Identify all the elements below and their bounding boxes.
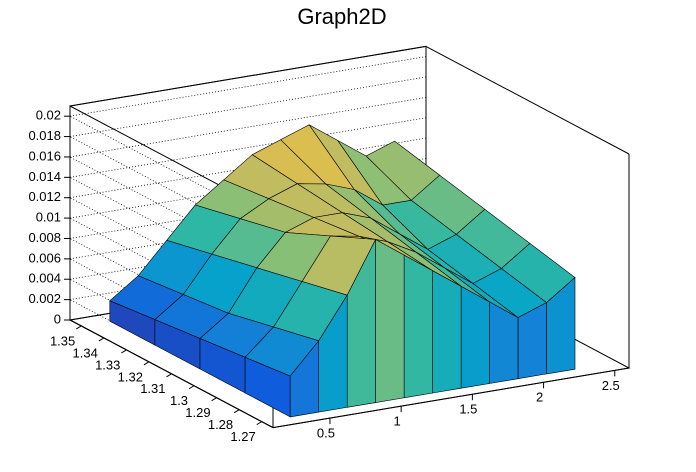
y-tick-label: 1.28 [208,417,233,432]
chart-title: Graph2D [297,4,386,29]
x-tick-label: 0.5 [317,426,335,441]
x-tick-label: 1.5 [459,402,477,417]
y-tick-label: 1.29 [185,405,210,420]
y-tick [233,409,240,414]
y-tick [166,373,172,378]
y-tick-label: 1.27 [230,429,255,444]
y-tick-label: 1.34 [73,345,98,360]
x-tick-label: 2 [536,390,543,405]
z-tick-label: 0.02 [36,108,61,123]
z-tick-label: 0.008 [28,230,61,245]
z-tick-label: 0.018 [28,128,61,143]
z-tick-label: 0.016 [28,148,61,163]
y-tick-label: 1.32 [118,369,143,384]
y-tick [256,421,262,426]
z-tick-label: 0.014 [28,169,61,184]
side-wall [432,270,462,394]
grid-line [69,136,274,245]
grid-line [69,96,427,158]
z-tick-label: 0.01 [36,210,61,225]
y-tick [143,361,150,366]
z-tick-label: 0.002 [28,291,61,306]
grid-line [69,56,427,117]
z-tick-label: 0.004 [28,271,61,286]
side-wall [375,238,405,403]
side-wall [460,285,490,389]
y-tick-label: 1.35 [50,333,75,348]
y-tick-label: 1.3 [170,393,188,408]
x-tick-label: 1 [394,414,401,429]
x-tick-label: 2.5 [602,378,620,393]
grid-line [69,115,274,225]
side-wall [289,339,320,418]
box-edge [69,319,274,429]
z-tick-label: 0.006 [28,250,61,265]
box-edge [272,367,630,429]
grid-line [69,117,427,178]
z-tick-label: 0.012 [28,189,61,204]
grid-line [69,76,427,137]
z-tick-label: 0 [54,311,61,326]
y-tick [211,397,217,402]
y-tick [188,385,195,390]
y-tick-label: 1.31 [140,381,165,396]
y-tick [98,337,105,342]
grid-line [69,156,274,265]
grid-line [69,176,274,286]
y-tick [76,325,82,330]
box-edge [69,45,427,107]
side-wall [403,254,433,399]
y-tick [121,349,127,354]
y-tick-label: 1.33 [95,357,120,372]
box-edge [425,45,630,155]
